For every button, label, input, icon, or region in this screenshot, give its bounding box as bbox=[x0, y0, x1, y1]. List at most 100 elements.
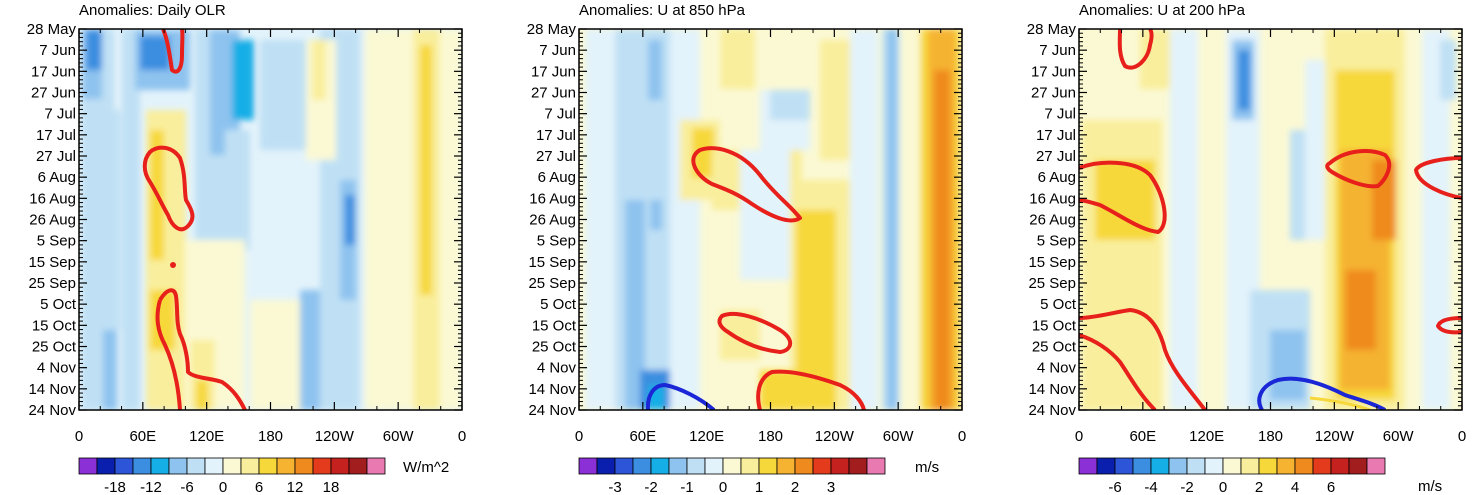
y-tick-label: 7 Jun bbox=[1039, 42, 1076, 59]
y-tick-label: 7 Jul bbox=[44, 106, 76, 123]
colorbar-swatch bbox=[632, 457, 652, 475]
y-tick-label: 17 Jun bbox=[1031, 63, 1076, 80]
y-tick-label: 5 Oct bbox=[1040, 296, 1077, 313]
red-contour bbox=[155, 299, 182, 410]
colorbar: -3 -2 -1 0 1 2 3 bbox=[578, 457, 886, 495]
colorbar-swatch bbox=[1258, 457, 1278, 475]
colorbar-swatch bbox=[1330, 457, 1350, 475]
colorbar-swatch bbox=[578, 457, 598, 475]
y-tick-label: 27 Jul bbox=[36, 148, 76, 165]
red-contour bbox=[756, 369, 866, 410]
x-tick-label: 60W bbox=[1383, 428, 1415, 445]
y-tick-label: 6 Aug bbox=[38, 169, 76, 186]
y-tick-label: 25 Oct bbox=[1032, 339, 1077, 356]
colorbar-swatch bbox=[114, 457, 134, 475]
y-tick-label: 27 Jun bbox=[31, 85, 76, 102]
x-tick-label: 60W bbox=[883, 428, 915, 445]
y-tick-label: 17 Jul bbox=[1036, 127, 1076, 144]
colorbar-swatch bbox=[758, 457, 778, 475]
colorbar-swatch bbox=[668, 457, 688, 475]
y-tick-label: 15 Sep bbox=[28, 254, 76, 271]
colorbar-label: 18 bbox=[323, 479, 340, 495]
colorbar: -18 -12 -6 0 6 12 18 bbox=[78, 457, 386, 495]
x-tick-label: 120E bbox=[189, 428, 224, 445]
colorbar-label: 2 bbox=[1255, 479, 1263, 495]
colorbar-swatch bbox=[740, 457, 760, 475]
colorbar: -6 -4 -2 0 2 4 6 bbox=[1078, 457, 1386, 495]
colorbar-swatch bbox=[650, 457, 670, 475]
y-tick-label: 15 Oct bbox=[32, 317, 77, 334]
y-tick-label: 25 Sep bbox=[1028, 275, 1076, 292]
heatmap-field bbox=[579, 29, 962, 410]
colorbar-label: -6 bbox=[180, 479, 193, 495]
colorbar-swatch bbox=[312, 457, 332, 475]
y-tick-label: 28 May bbox=[527, 21, 577, 38]
red-contours bbox=[142, 29, 247, 410]
y-tick-label: 24 Nov bbox=[28, 402, 76, 419]
y-tick-label: 17 Jun bbox=[31, 63, 76, 80]
colorbar-swatch bbox=[132, 457, 152, 475]
y-tick-label: 26 Aug bbox=[1029, 212, 1076, 229]
y-tick-label: 25 Oct bbox=[32, 339, 77, 356]
y-tick-label: 16 Aug bbox=[29, 190, 76, 207]
colorbar-label: -2 bbox=[644, 479, 657, 495]
x-tick-label: 0 bbox=[1075, 428, 1083, 445]
colorbar-label: -2 bbox=[1180, 479, 1193, 495]
y-tick-label: 24 Nov bbox=[528, 402, 576, 419]
x-tick-label: 60E bbox=[629, 428, 656, 445]
y-tick-label: 6 Aug bbox=[1038, 169, 1076, 186]
x-tick-label: 180 bbox=[758, 428, 783, 445]
y-tick-label: 28 May bbox=[1027, 21, 1077, 38]
y-tick-label: 14 Nov bbox=[528, 381, 576, 398]
y-tick-label: 25 Oct bbox=[532, 339, 577, 356]
y-tick-label: 14 Nov bbox=[1028, 381, 1076, 398]
x-tick-label: 120W bbox=[1315, 428, 1355, 445]
colorbar-label: -3 bbox=[608, 479, 621, 495]
yellow-contour bbox=[1309, 396, 1371, 410]
colorbar-label: -12 bbox=[140, 479, 162, 495]
y-tick-label: 7 Jun bbox=[539, 42, 576, 59]
colorbar-label: 0 bbox=[1219, 479, 1227, 495]
colorbar-swatch bbox=[1150, 457, 1170, 475]
panel-u200: Anomalies: U at 200 hPa bbox=[1027, 2, 1466, 495]
y-tick-label: 27 Jun bbox=[531, 85, 576, 102]
x-tick-label: 120E bbox=[689, 428, 724, 445]
panel-title: Anomalies: U at 200 hPa bbox=[1079, 2, 1246, 19]
x-tick-label: 120W bbox=[815, 428, 855, 445]
colorbar-label: 6 bbox=[1327, 479, 1335, 495]
colorbar-swatch bbox=[1168, 457, 1188, 475]
heatmap-field bbox=[79, 29, 462, 410]
x-tick-label: 180 bbox=[258, 428, 283, 445]
colorbar-units: m/s bbox=[1418, 478, 1442, 495]
x-tick-label: 180 bbox=[1258, 428, 1283, 445]
x-tick-label: 120E bbox=[1189, 428, 1224, 445]
colorbar-swatch bbox=[1078, 457, 1098, 475]
colorbar-swatch bbox=[776, 457, 796, 475]
y-tick-label: 27 Jul bbox=[1036, 148, 1076, 165]
colorbar-swatch bbox=[222, 457, 242, 475]
colorbar-swatch bbox=[168, 457, 188, 475]
colorbar-swatch bbox=[1240, 457, 1260, 475]
colorbar-swatch bbox=[1312, 457, 1332, 475]
red-contour bbox=[1325, 149, 1392, 189]
colorbar-units: W/m^2 bbox=[403, 459, 449, 476]
colorbar-swatch bbox=[614, 457, 634, 475]
colorbar-swatch bbox=[1114, 457, 1134, 475]
y-tick-label: 17 Jul bbox=[536, 127, 576, 144]
y-tick-label: 5 Sep bbox=[37, 233, 76, 250]
colorbar-label: 1 bbox=[755, 479, 763, 495]
y-tick-label: 4 Nov bbox=[37, 360, 77, 377]
y-tick-label: 15 Sep bbox=[1028, 254, 1076, 271]
colorbar-label: 6 bbox=[255, 479, 263, 495]
y-tick-label: 28 May bbox=[27, 21, 77, 38]
x-tick-label: 0 bbox=[75, 428, 83, 445]
colorbar-swatch bbox=[722, 457, 742, 475]
colorbar-swatch bbox=[1294, 457, 1314, 475]
panel-olr: Anomalies: Daily OLR bbox=[27, 2, 466, 495]
colorbar-swatch bbox=[1366, 457, 1386, 475]
colorbar-swatch bbox=[294, 457, 314, 475]
red-contour bbox=[691, 146, 802, 223]
y-tick-label: 25 Sep bbox=[528, 275, 576, 292]
red-contour-dot bbox=[170, 262, 176, 268]
y-tick-label: 5 Oct bbox=[540, 296, 577, 313]
